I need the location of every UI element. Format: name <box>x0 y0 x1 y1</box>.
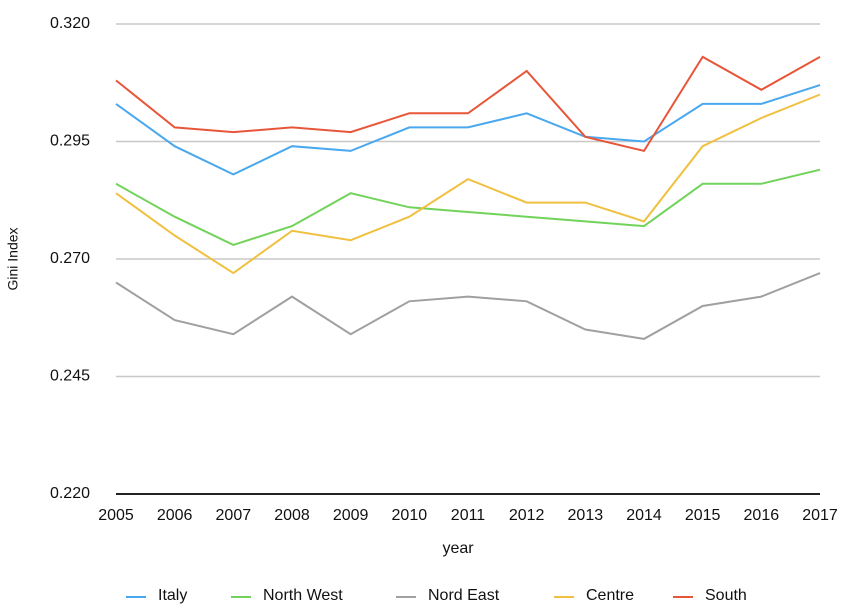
x-tick-label: 2007 <box>216 507 252 524</box>
x-tick-label: 2006 <box>157 507 193 524</box>
series-line <box>115 93 821 275</box>
series-line <box>115 55 821 153</box>
x-tick-label: 2013 <box>568 507 604 524</box>
series-line <box>115 272 821 340</box>
y-tick-label: 0.245 <box>50 368 90 385</box>
x-tick-label: 2010 <box>392 507 428 524</box>
x-tick-label: 2016 <box>744 507 780 524</box>
legend-label: Nord East <box>428 587 500 604</box>
series-line <box>115 84 821 176</box>
y-tick-label: 0.270 <box>50 250 90 267</box>
x-axis-label: year <box>442 540 474 557</box>
legend-label: North West <box>263 587 343 604</box>
y-tick-label: 0.295 <box>50 133 90 150</box>
series-line <box>115 168 821 246</box>
x-tick-label: 2014 <box>626 507 662 524</box>
x-tick-label: 2012 <box>509 507 545 524</box>
x-tick-label: 2011 <box>451 507 486 524</box>
x-tick-label: 2017 <box>802 507 838 524</box>
legend-label: Italy <box>158 587 187 604</box>
y-tick-label: 0.320 <box>50 15 90 32</box>
x-tick-label: 2005 <box>98 507 134 524</box>
legend-label: Centre <box>586 587 634 604</box>
x-tick-label: 2009 <box>333 507 369 524</box>
legend-label: South <box>705 587 747 604</box>
y-axis-label: Gini Index <box>5 227 21 290</box>
y-tick-label: 0.220 <box>50 485 90 502</box>
x-tick-label: 2015 <box>685 507 721 524</box>
x-tick-label: 2008 <box>274 507 310 524</box>
